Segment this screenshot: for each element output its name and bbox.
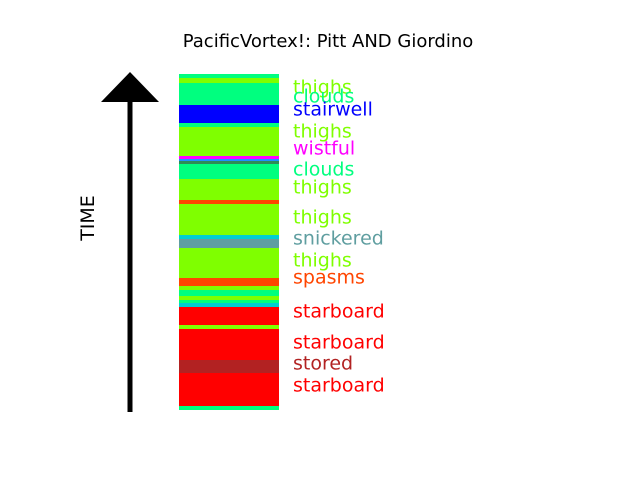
time-arrow (101, 72, 159, 412)
timeline-stripe (179, 300, 279, 303)
timeline-stripe (179, 144, 279, 156)
timeline-label: thighs (293, 77, 352, 99)
timeline-label: clouds (293, 159, 354, 181)
timeline-stripe (179, 78, 279, 83)
timeline-stripe (179, 123, 279, 127)
timeline-stripe (179, 307, 279, 325)
timeline-label: starboard (293, 301, 385, 323)
timeline-stripe (179, 200, 279, 204)
timeline-stripe (179, 175, 279, 179)
time-arrow-head (101, 72, 159, 102)
timeline-stripe (179, 179, 279, 200)
timeline-stripe (179, 156, 279, 159)
timeline-stripe (179, 97, 279, 105)
timeline-stripe (179, 204, 279, 235)
timeline-label: stairwell (293, 99, 373, 121)
timeline-stripe (179, 290, 279, 296)
timeline-stripe (179, 248, 279, 252)
timeline-stripe (179, 83, 279, 97)
timeline-label: starboard (293, 332, 385, 354)
timeline-stripe (179, 360, 279, 373)
label-column: thighscloudsstairwellthighswistfulclouds… (293, 77, 385, 397)
timeline-label: spasms (293, 267, 365, 289)
timeline-label: wistful (293, 138, 355, 160)
timeline-stripe (179, 325, 279, 329)
timeline-label: thighs (293, 121, 352, 143)
timeline-stripe (179, 356, 279, 360)
stripe-strip (179, 74, 279, 410)
timeline-label: snickered (293, 228, 384, 250)
timeline-stripe (179, 329, 279, 356)
time-axis-label: TIME (77, 195, 99, 241)
timeline-stripe (179, 105, 279, 123)
timeline-stripe (179, 74, 279, 78)
timeline-stripe (179, 278, 279, 286)
timeline-stripe (179, 235, 279, 239)
timeline-stripe (179, 127, 279, 144)
timeline-stripe (179, 303, 279, 307)
timeline-stripe (179, 403, 279, 406)
timeline-stripe (179, 252, 279, 278)
timeline-label: stored (293, 353, 353, 375)
timeline-label: clouds (293, 86, 354, 108)
timeline-label: thighs (293, 207, 352, 229)
timeline-label: thighs (293, 250, 352, 272)
timeline-stripe (179, 406, 279, 410)
timeline-label: starboard (293, 375, 385, 397)
timeline-stripe (179, 167, 279, 175)
chart-title: PacificVortex!: Pitt AND Giordino (182, 31, 474, 52)
timeline-stripe (179, 159, 279, 161)
timeline-stripe (179, 373, 279, 403)
timeline-stripe (179, 161, 279, 164)
timeline-stripe (179, 286, 279, 290)
timeline-stripe (179, 164, 279, 167)
timeline-stripe (179, 239, 279, 248)
timeline-label: thighs (293, 177, 352, 199)
timeline-stripe (179, 296, 279, 300)
